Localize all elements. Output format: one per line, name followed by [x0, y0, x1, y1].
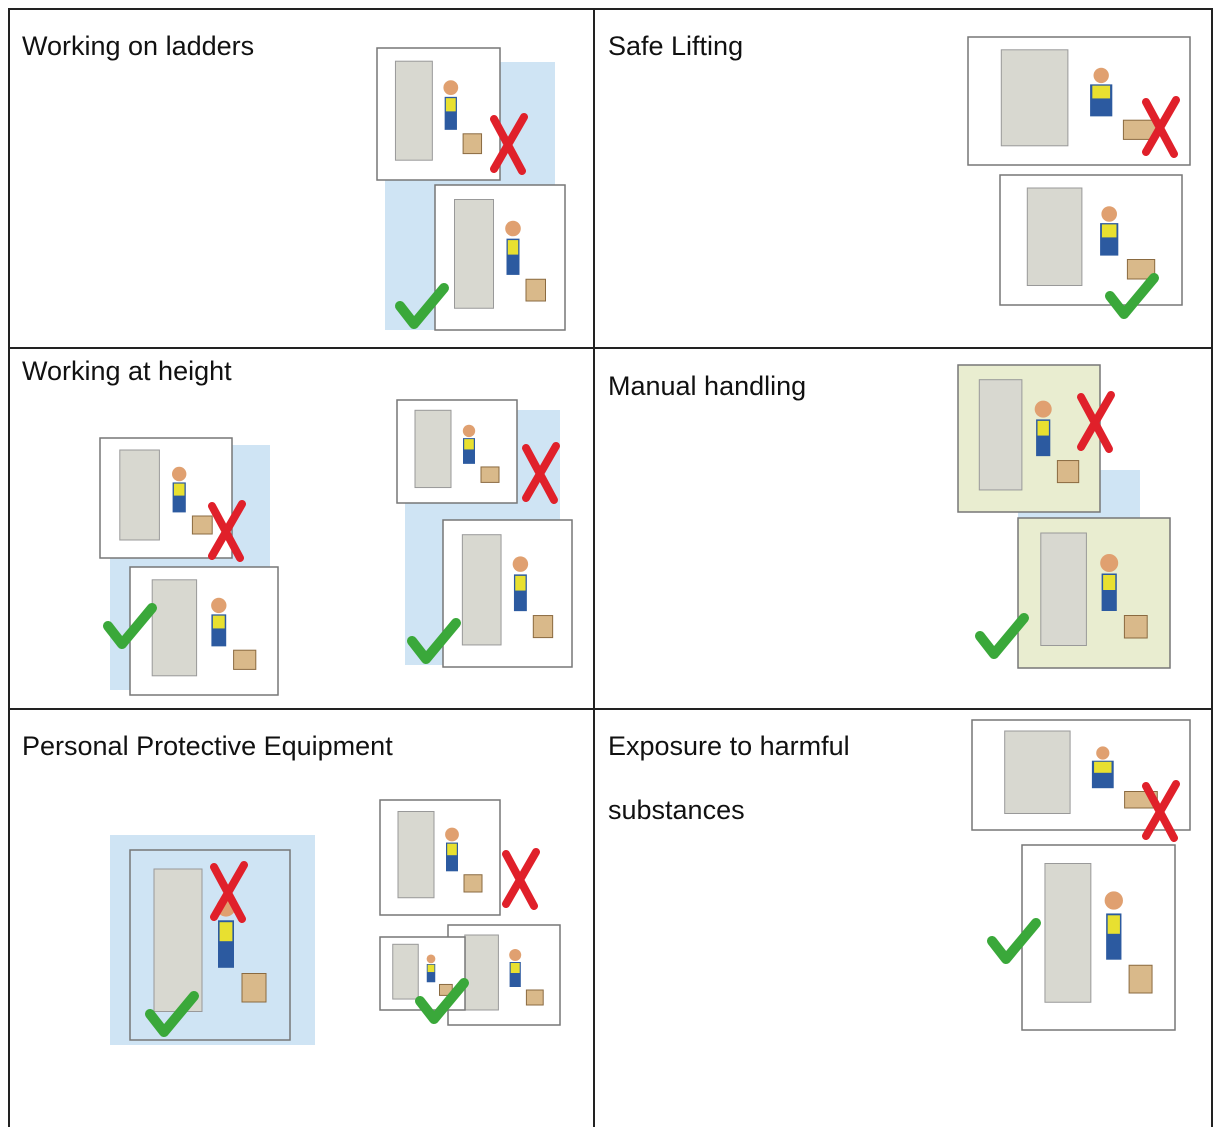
worker-head — [505, 220, 521, 237]
table-cell — [8, 8, 594, 348]
worker-head — [462, 424, 476, 438]
check-mark — [987, 918, 1041, 964]
box — [525, 278, 546, 302]
worker-body — [509, 962, 521, 987]
cell-title: Working on ladders — [22, 31, 255, 61]
worker-head — [512, 556, 529, 572]
wall — [1004, 730, 1071, 814]
worker-vest — [1037, 420, 1049, 436]
wall — [1040, 532, 1087, 646]
cell-title: Manual handling — [608, 371, 807, 401]
worker-vest — [1103, 575, 1116, 590]
box — [462, 133, 483, 155]
worker-head — [211, 597, 227, 614]
box — [1123, 615, 1148, 639]
wall — [153, 868, 203, 1012]
cell-title: Personal Protective Equipment — [22, 731, 393, 761]
wall — [119, 449, 160, 541]
check-mark — [145, 991, 199, 1037]
worker-vest — [1107, 915, 1120, 934]
worker-head — [1104, 891, 1123, 910]
wall — [151, 579, 198, 677]
box — [241, 973, 267, 1003]
worker-vest — [173, 483, 185, 496]
wall — [1026, 187, 1083, 286]
box — [191, 515, 213, 535]
box — [1128, 964, 1153, 994]
worker-head — [426, 954, 436, 964]
table-cell — [593, 8, 1213, 348]
wall — [1044, 863, 1092, 1003]
worker-vest — [447, 843, 457, 856]
box — [233, 649, 257, 670]
wall — [454, 199, 494, 309]
box — [532, 615, 554, 639]
check-mark — [415, 978, 469, 1024]
worker-vest — [515, 575, 526, 591]
wall — [978, 379, 1023, 491]
worker-head — [1096, 746, 1110, 760]
cross-mark — [1077, 391, 1115, 453]
cell-title: Safe Lifting — [608, 31, 744, 61]
worker-vest — [1094, 761, 1112, 773]
table-cell — [8, 708, 594, 1127]
worker-head — [445, 827, 459, 842]
check-mark — [103, 603, 157, 649]
worker-vest — [1092, 85, 1111, 99]
worker-head — [1100, 554, 1119, 572]
wall — [397, 811, 435, 899]
table-cell — [593, 347, 1213, 709]
cross-mark — [1142, 96, 1180, 158]
cross-mark — [210, 861, 248, 923]
worker-vest — [445, 98, 456, 112]
cell-title: Working at height — [22, 356, 232, 386]
worker-vest — [212, 615, 225, 629]
wall — [394, 60, 433, 161]
cross-mark — [522, 442, 560, 504]
worker-head — [1093, 67, 1109, 84]
worker-head — [443, 80, 459, 95]
box — [463, 874, 483, 893]
worker-vest — [1101, 224, 1117, 238]
wall — [461, 534, 502, 646]
cross-mark — [208, 500, 246, 562]
wall — [392, 943, 419, 1000]
check-mark — [407, 618, 461, 664]
box — [1126, 259, 1156, 280]
check-mark — [975, 613, 1029, 659]
worker-head — [509, 949, 522, 961]
cross-mark — [490, 113, 528, 175]
cross-mark — [1142, 780, 1180, 842]
table-cell — [593, 708, 1213, 1127]
cross-mark — [502, 848, 540, 910]
wall — [414, 409, 452, 489]
worker-head — [1101, 206, 1117, 222]
wall — [464, 934, 499, 1011]
worker-vest — [464, 439, 474, 450]
check-mark — [395, 283, 449, 329]
box — [525, 989, 544, 1006]
worker-vest — [427, 964, 435, 973]
worker-body — [426, 964, 436, 983]
check-mark — [1105, 273, 1159, 319]
cell-title: Exposure to harmful substances — [608, 731, 850, 825]
worker-vest — [507, 240, 519, 255]
worker-vest — [510, 963, 520, 973]
worker-head — [1034, 400, 1052, 418]
box — [1056, 460, 1080, 484]
worker-head — [172, 466, 187, 482]
worker-vest — [219, 922, 233, 942]
wall — [1000, 49, 1069, 147]
table-cell — [8, 347, 594, 709]
box — [480, 466, 500, 483]
